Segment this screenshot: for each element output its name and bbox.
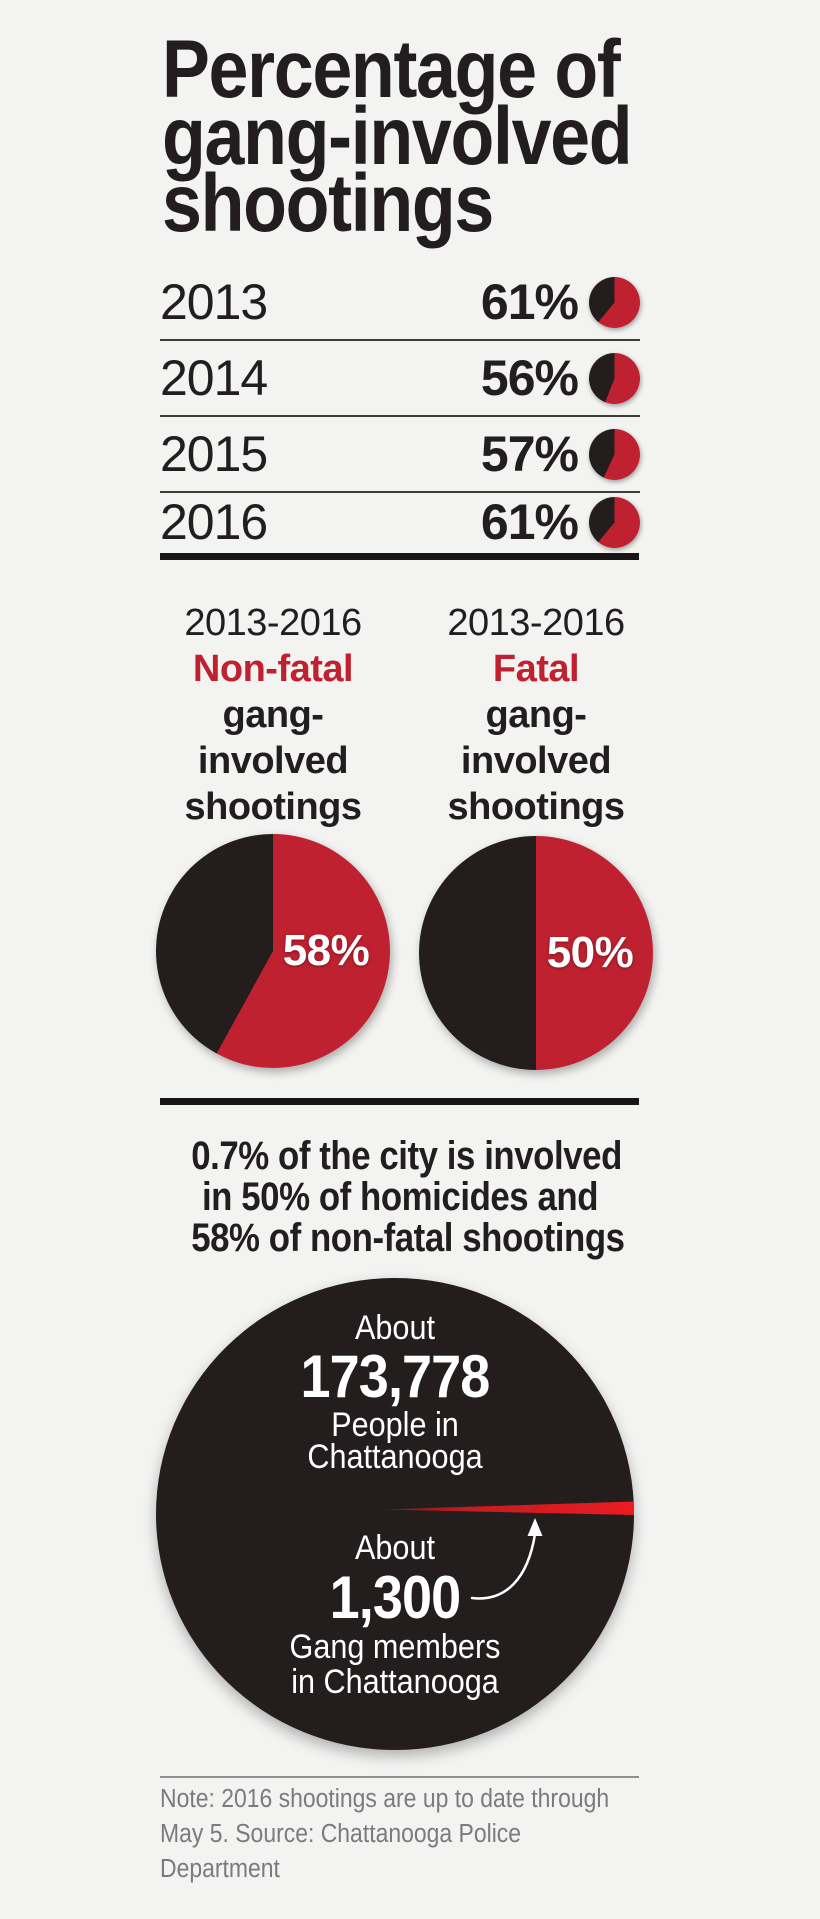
- table-row: 2014 56%: [160, 341, 640, 417]
- header-line: involved: [460, 740, 612, 782]
- nonfatal-header: 2013-2016 Non-fatal gang- involved shoot…: [157, 600, 389, 830]
- fatal-header: 2013-2016 Fatal gang- involved shootings: [420, 600, 652, 830]
- fatal-pie-chart: [419, 836, 653, 1070]
- header-line: gang-: [485, 694, 587, 736]
- title-line: gang-involved: [162, 91, 633, 182]
- header-line: involved: [197, 740, 349, 782]
- year-label: 2013: [160, 274, 268, 330]
- percent-label: 61%: [480, 274, 579, 330]
- percent-label: 57%: [480, 426, 579, 482]
- period-label: 2013-2016: [447, 602, 625, 644]
- population-desc-line: People in: [331, 1406, 459, 1444]
- year-label: 2015: [160, 426, 268, 482]
- gang-number: 1,300: [329, 1564, 462, 1631]
- divider-bar: [160, 1098, 639, 1105]
- fatal-pie-value: 50%: [546, 928, 634, 977]
- gang-desc-line: in Chattanooga: [291, 1663, 499, 1701]
- title-line: shootings: [162, 158, 494, 249]
- population-number: 173,778: [300, 1343, 491, 1410]
- nonfatal-pie-value: 58%: [282, 926, 370, 975]
- period-label: 2013-2016: [184, 602, 362, 644]
- about-label: About: [355, 1309, 435, 1347]
- title-line: Percentage of: [162, 24, 621, 115]
- gang-slice-graphic: [381, 1501, 634, 1600]
- callout-arrow: [470, 1532, 537, 1600]
- about-label: About: [355, 1529, 435, 1567]
- header-line: shootings: [184, 786, 362, 828]
- population-desc-line: Chattanooga: [307, 1438, 483, 1476]
- nonfatal-label: Non-fatal: [192, 648, 354, 690]
- population-circle: About 173,778 People in Chattanooga Abou…: [156, 1278, 634, 1750]
- percent-label: 56%: [480, 350, 579, 406]
- table-row: 2013 61%: [160, 265, 640, 341]
- mini-pie-chart: [589, 496, 640, 548]
- percent-label: 61%: [480, 494, 579, 550]
- divider-bar: [160, 553, 639, 560]
- page-title: Percentage of gang-involved shootings: [162, 24, 633, 249]
- mini-pie-chart: [589, 276, 640, 328]
- headline: 0.7% of the city is involved in 50% of h…: [191, 1134, 625, 1260]
- headline-line: 58% of non-fatal shootings: [191, 1216, 625, 1260]
- header-line: shootings: [447, 786, 625, 828]
- note-divider: [160, 1776, 639, 1778]
- year-label: 2016: [160, 494, 268, 550]
- callout-arrowhead: [527, 1518, 543, 1536]
- mini-pie-chart: [589, 352, 640, 404]
- headline-line: in 50% of homicides and: [201, 1175, 599, 1219]
- fatal-label: Fatal: [492, 648, 580, 690]
- header-line: gang-: [222, 694, 324, 736]
- source-note: Note: 2016 shootings are up to date thro…: [160, 1782, 609, 1887]
- note-line: Note: 2016 shootings are up to date thro…: [160, 1785, 610, 1813]
- gang-desc-line: Gang members: [289, 1628, 501, 1666]
- note-line: Department: [160, 1855, 280, 1883]
- nonfatal-pie-chart: [156, 834, 390, 1068]
- mini-pie-chart: [589, 428, 640, 480]
- table-row: 2016 61%: [160, 493, 640, 551]
- yearly-table: 2013 61% 2014 56% 2015 57% 2016 61%: [160, 265, 640, 551]
- table-row: 2015 57%: [160, 417, 640, 493]
- note-line: May 5. Source: Chattanooga Police: [160, 1820, 522, 1848]
- headline-line: 0.7% of the city is involved: [191, 1134, 622, 1178]
- year-label: 2014: [160, 350, 268, 406]
- gang-sliver-slice: [381, 1501, 634, 1515]
